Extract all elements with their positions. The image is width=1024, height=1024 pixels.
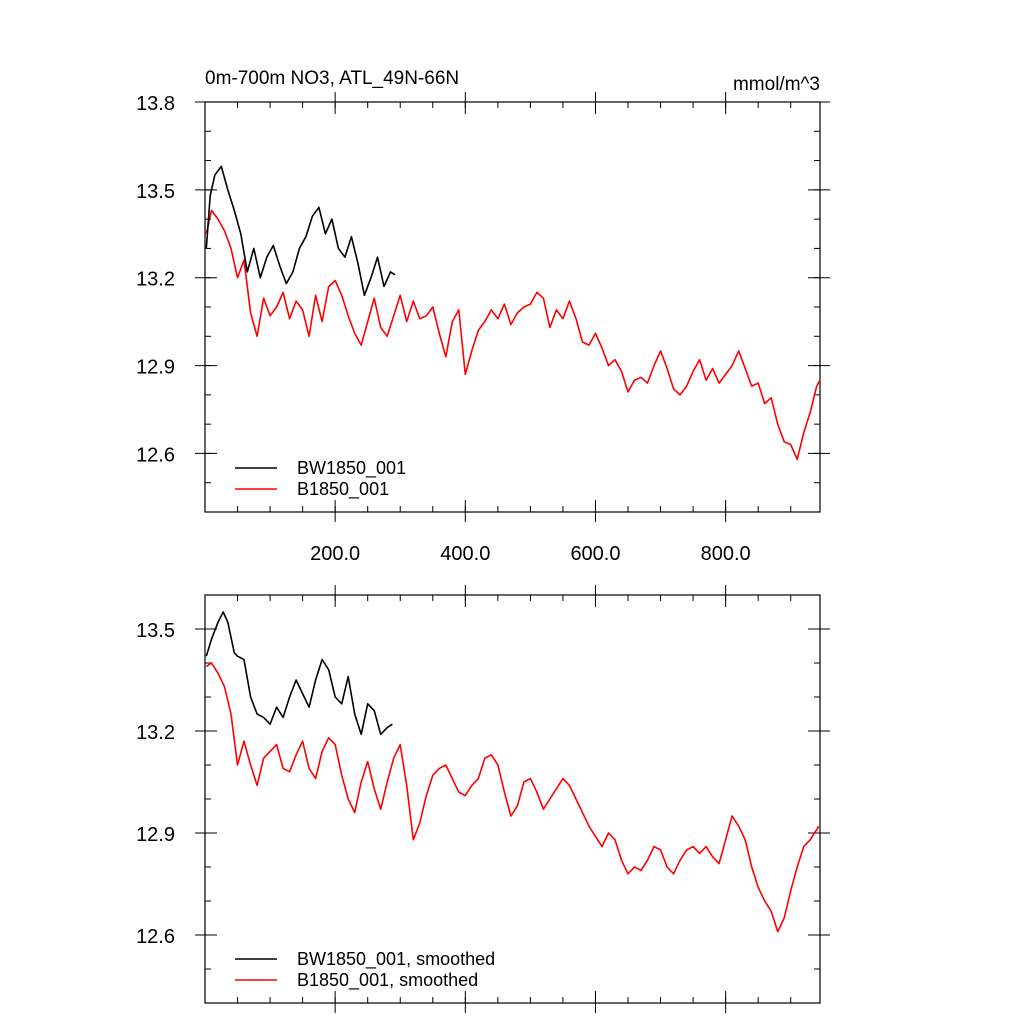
y-tick-label: 12.6 <box>136 444 175 466</box>
y-tick-label: 13.5 <box>136 620 175 642</box>
units-label: mmol/m^3 <box>733 74 820 95</box>
plot-frame <box>204 101 821 513</box>
y-tick-label: 12.9 <box>136 824 175 846</box>
y-tick-label: 13.2 <box>136 269 175 291</box>
series-line <box>205 165 396 297</box>
chart-panel-top: 0m-700m NO3, ATL_49N-66N mmol/m^3 12.6 12… <box>136 68 830 565</box>
legend-label: B1850_001 <box>297 479 389 500</box>
x-tick-label: 400.0 <box>440 543 490 565</box>
y-tick-label: 13.5 <box>136 181 175 203</box>
chart-title: 0m-700m NO3, ATL_49N-66N <box>205 68 459 89</box>
series-line <box>205 611 393 736</box>
legend-label: BW1850_001, smoothed <box>297 949 495 970</box>
y-tick-label: 12.6 <box>136 926 175 948</box>
legend-label: BW1850_001 <box>297 458 406 479</box>
x-tick-label: 600.0 <box>570 543 620 565</box>
series-line <box>205 209 821 461</box>
plot-frame <box>204 594 821 1004</box>
legend-label: B1850_001, smoothed <box>297 970 478 991</box>
x-tick-label: 200.0 <box>310 543 360 565</box>
y-tick-label: 13.2 <box>136 722 175 744</box>
chart-panel-bottom: 12.6 12.9 13.2 13.5 BW1850_001, smoothedB185… <box>136 585 830 1013</box>
y-tick-label: 13.8 <box>136 93 175 115</box>
y-tick-label: 12.9 <box>136 357 175 379</box>
series-line <box>205 662 820 933</box>
x-tick-label: 800.0 <box>701 543 751 565</box>
